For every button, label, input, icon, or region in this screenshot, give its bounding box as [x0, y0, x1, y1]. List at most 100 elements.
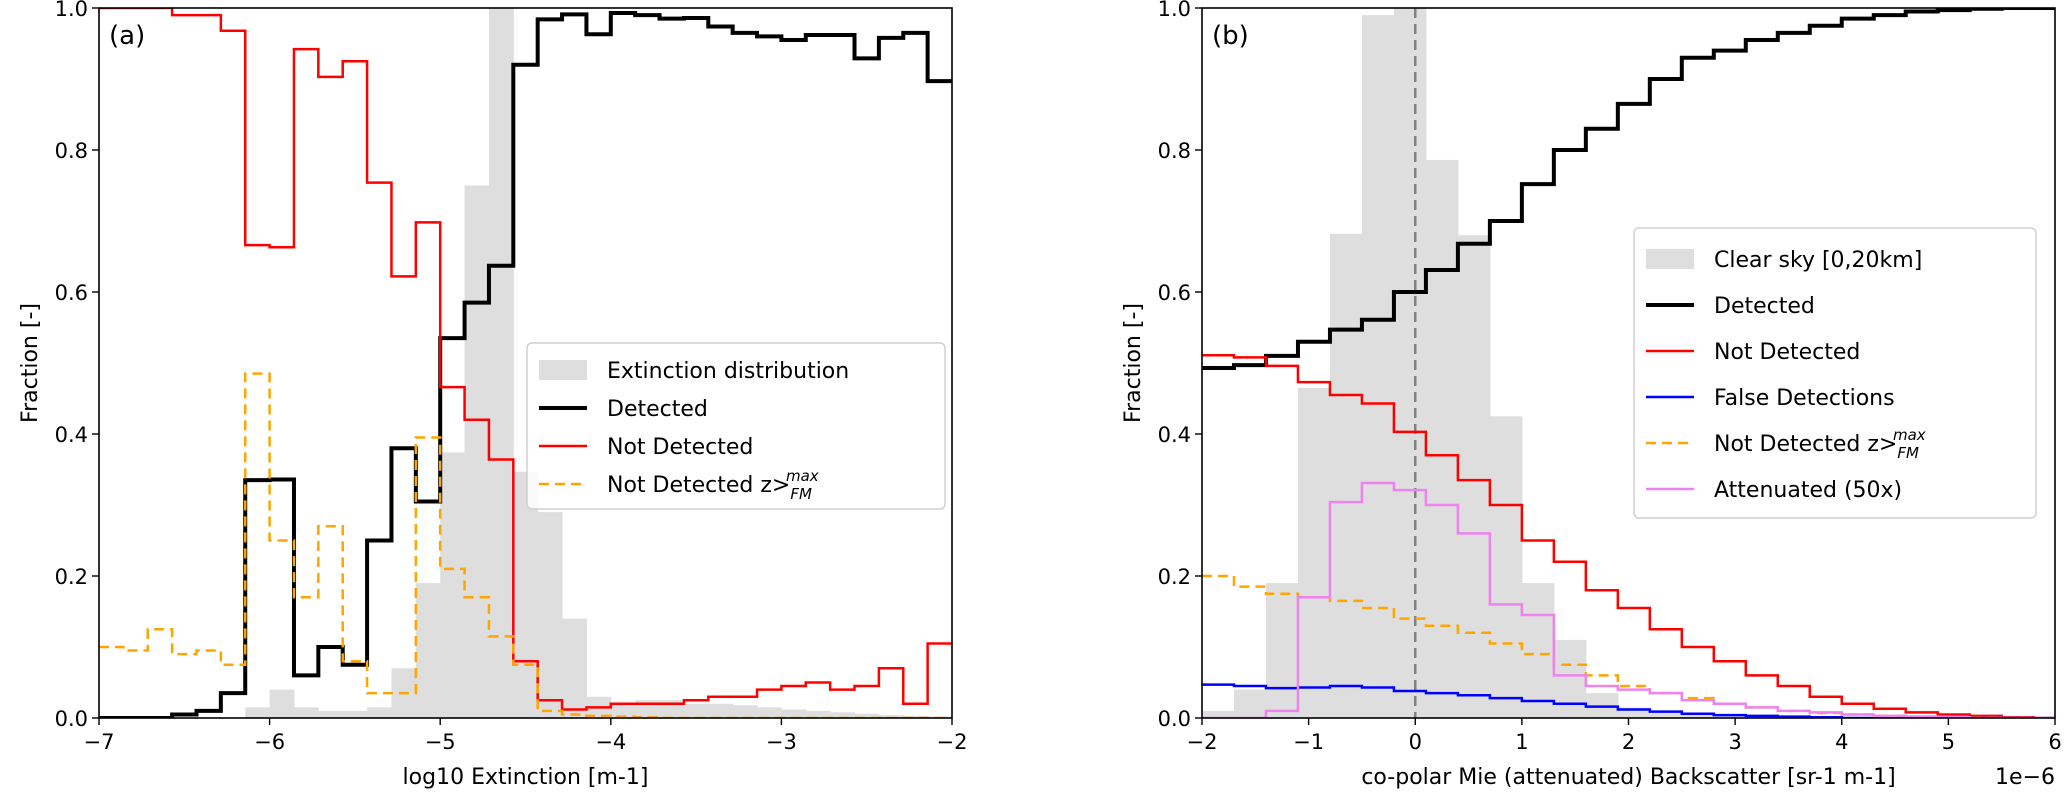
- legend-label: False Detections: [1714, 386, 1895, 411]
- legend-swatch-histogram: [1646, 249, 1694, 269]
- histogram-bar: [1713, 715, 1747, 718]
- histogram-bar: [367, 707, 392, 718]
- legend-label-main: Detected: [607, 397, 708, 422]
- histogram-bar: [318, 710, 344, 718]
- axes-frame: [98, 7, 953, 719]
- series-detected: [99, 10, 952, 718]
- legend-label-superscript: max: [1893, 426, 1926, 444]
- x-tick-label: −2: [937, 730, 968, 754]
- histogram-bar: [1553, 639, 1587, 718]
- histogram-bar: [1329, 233, 1363, 718]
- x-offset-text: 1e−6: [1995, 765, 2055, 790]
- y-tick-label: 0.4: [55, 423, 88, 447]
- panel-b: −2 −1 0 1 2 3 4 5 6 0.0 0.2 0.4 0.6 0.8 1.0 co-polar Mi…: [1121, 0, 2062, 790]
- panel-a: −7 −6 −5 −4 −3 −2 0.0 0.2 0.4 0.6 0.8 1.0 log10 Exti…: [18, 0, 967, 790]
- y-tick-label: 0.6: [55, 281, 88, 305]
- y-tick-label: 0.0: [1158, 707, 1191, 731]
- x-tick-label: 2: [1622, 730, 1635, 754]
- legend-frame: [1633, 227, 2037, 519]
- histogram-bar: [1521, 583, 1555, 718]
- histogram-bar: [1617, 707, 1651, 718]
- y-tick-label: 0.4: [1158, 423, 1191, 447]
- series-not-detected: [99, 8, 952, 711]
- legend-label-subscript: FM: [790, 485, 812, 503]
- histogram-bar: [513, 471, 539, 718]
- histogram-bar: [269, 689, 295, 718]
- legend-label: Detected: [1714, 294, 1815, 319]
- histogram-bar: [610, 703, 636, 718]
- y-tick-label: 0.2: [1158, 565, 1191, 589]
- histogram-bar: [854, 713, 880, 718]
- histogram-bar: [562, 618, 587, 718]
- histogram-bar: [683, 703, 709, 718]
- x-tick-label: 5: [1942, 730, 1955, 754]
- legend-item: Not Detected: [1646, 340, 1860, 365]
- x-tick-label: −7: [84, 730, 115, 754]
- histogram-bar: [1457, 235, 1491, 718]
- series-not-detected-z: [99, 372, 952, 718]
- histogram-bar: [1489, 416, 1523, 718]
- plot-area: [1202, 8, 2055, 718]
- histogram-bar: [757, 707, 782, 718]
- legend-item: Attenuated (50x): [1646, 478, 1902, 503]
- legend-item: Clear sky [0,20km]: [1646, 248, 1922, 273]
- x-tick-label: 3: [1728, 730, 1741, 754]
- legend-label: Not Detected: [1714, 340, 1860, 365]
- y-tick-label: 0.0: [55, 707, 88, 731]
- histogram-bar: [293, 707, 319, 718]
- histogram-bar: [1297, 387, 1331, 718]
- legend-label-superscript: max: [786, 467, 819, 485]
- y-tick-label: 0.2: [55, 565, 88, 589]
- legend-item: Not Detected z>FMmax: [1646, 426, 1926, 462]
- x-tick-label: −6: [254, 730, 285, 754]
- legend: Clear sky [0,20km] Detected Not Detected Fa…: [1633, 227, 2037, 519]
- plot-area: [99, 8, 952, 718]
- histogram-bar: [342, 710, 368, 718]
- legend: Extinction distribution Detected Not Detec…: [526, 342, 946, 510]
- x-tick-label: −1: [1293, 730, 1324, 754]
- legend-item: Detected: [1646, 294, 1815, 319]
- legend-item: Not Detected z>FMmax: [539, 467, 819, 503]
- x-axis-label: co-polar Mie (attenuated) Backscatter [s…: [1361, 765, 1895, 790]
- histogram-bar: [1425, 159, 1459, 718]
- x-tick-label: −3: [766, 730, 797, 754]
- legend-label-main: Attenuated (50x): [1714, 478, 1902, 503]
- y-tick-label: 0.6: [1158, 281, 1191, 305]
- legend-frame: [526, 342, 946, 510]
- x-tick-label: −5: [425, 730, 456, 754]
- histogram-bar: [878, 715, 904, 718]
- y-tick-label: 1.0: [1158, 0, 1191, 21]
- histogram-bar: [1265, 583, 1299, 718]
- x-tick-label: 1: [1515, 730, 1528, 754]
- legend-label-main: Not Detected z>: [607, 473, 790, 498]
- histogram-bar: [805, 710, 831, 718]
- histogram-bar: [488, 8, 514, 718]
- legend-label: Detected: [607, 397, 708, 422]
- legend-label: Not Detected: [607, 435, 753, 460]
- legend-label-main: Not Detected: [607, 435, 753, 460]
- legend-label-subscript: FM: [1897, 444, 1919, 462]
- histogram-bar: [464, 185, 490, 718]
- legend-label-main: Detected: [1714, 294, 1815, 319]
- panel-label: (a): [109, 21, 145, 51]
- legend-item: False Detections: [1646, 386, 1895, 411]
- histogram-bar: [1233, 689, 1267, 718]
- legend-item: Detected: [539, 397, 708, 422]
- legend-label-main: False Detections: [1714, 386, 1895, 411]
- histogram-bar: [1202, 710, 1235, 718]
- histogram-bar: [440, 452, 466, 718]
- histogram-bar: [245, 707, 271, 718]
- histogram-bar: [1361, 15, 1395, 718]
- histogram-bar: [1649, 710, 1683, 718]
- x-axis-label: log10 Extinction [m-1]: [403, 765, 649, 790]
- histogram-bar: [708, 703, 734, 718]
- histogram-bar: [830, 712, 856, 718]
- series-not-detected-z: [1202, 574, 2055, 718]
- histogram-bar: [537, 512, 563, 718]
- legend-label: Extinction distribution: [607, 359, 849, 384]
- panel-label: (b): [1212, 21, 1249, 51]
- histogram-bar: [903, 715, 929, 718]
- y-tick-label: 0.8: [55, 139, 88, 163]
- legend-label-main: Not Detected z>: [1714, 432, 1897, 457]
